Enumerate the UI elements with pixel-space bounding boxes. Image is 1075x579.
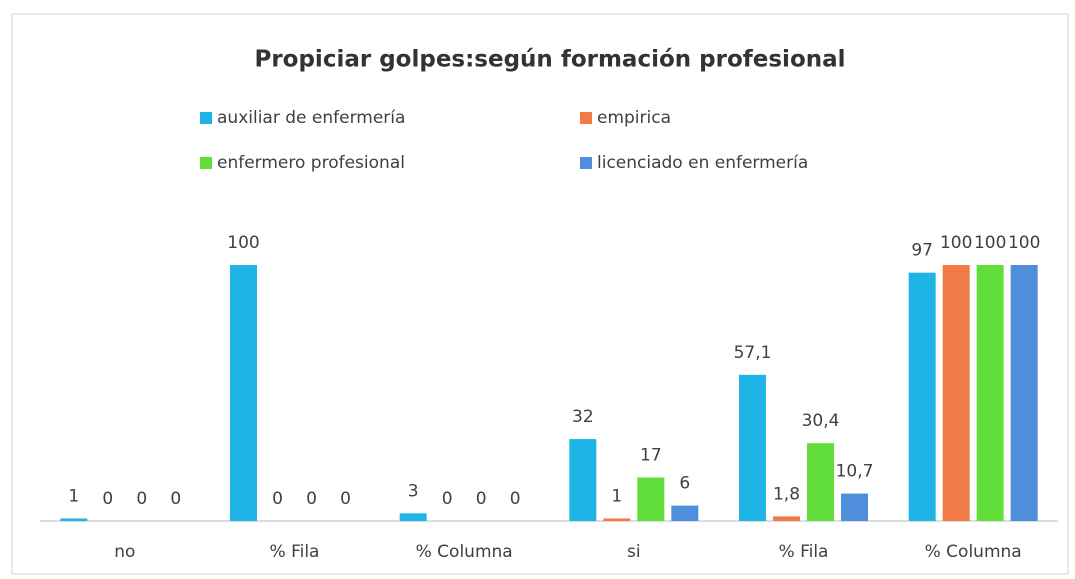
- data-label: 0: [272, 489, 283, 509]
- data-label: 100: [940, 233, 972, 253]
- data-label: 57,1: [734, 343, 772, 363]
- x-tick-label: si: [627, 542, 641, 562]
- x-tick-label: % Columna: [416, 542, 513, 562]
- data-label: 0: [340, 489, 351, 509]
- bar: [569, 439, 597, 521]
- x-tick-label: no: [114, 542, 135, 562]
- data-label: 10,7: [836, 462, 874, 482]
- bar: [60, 518, 88, 521]
- data-label: 1: [611, 486, 622, 506]
- legend-swatch: [200, 112, 212, 124]
- data-label: 100: [227, 233, 259, 253]
- data-label: 100: [1008, 233, 1040, 253]
- bar: [773, 516, 800, 521]
- bar: [976, 265, 1004, 521]
- bar: [603, 518, 631, 521]
- bar: [1010, 265, 1038, 521]
- data-label: 0: [136, 489, 147, 509]
- data-label: 1: [68, 486, 79, 506]
- x-tick-label: % Fila: [270, 542, 320, 562]
- chart-border: [11, 13, 1069, 575]
- bar: [942, 265, 970, 521]
- data-label: 6: [679, 474, 690, 494]
- bar: [230, 265, 257, 521]
- legend-swatch: [580, 112, 592, 124]
- data-label: 17: [640, 445, 662, 465]
- data-label: 0: [170, 489, 181, 509]
- data-label: 97: [911, 241, 933, 261]
- legend-label: licenciado en enfermería: [597, 153, 808, 173]
- legend-label: auxiliar de enfermería: [217, 108, 405, 128]
- legend-label: enfermero profesional: [217, 153, 405, 173]
- data-label: 100: [974, 233, 1006, 253]
- data-label: 30,4: [802, 411, 840, 431]
- bar: [908, 272, 936, 521]
- data-label: 0: [476, 489, 487, 509]
- bar: [807, 443, 834, 521]
- legend-swatch: [580, 157, 592, 169]
- data-label: 0: [510, 489, 521, 509]
- data-label: 32: [572, 407, 594, 427]
- bar: [637, 477, 665, 521]
- data-label: 3: [408, 481, 419, 501]
- bar: [399, 513, 427, 521]
- data-label: 0: [306, 489, 317, 509]
- data-label: 0: [442, 489, 453, 509]
- chart-title: Propiciar golpes:según formación profesi…: [254, 47, 845, 73]
- x-tick-label: % Fila: [779, 542, 829, 562]
- legend-label: empirica: [597, 108, 671, 128]
- data-label: 1,8: [773, 484, 800, 504]
- data-label: 0: [102, 489, 113, 509]
- bar: [841, 493, 868, 521]
- bar: [739, 374, 766, 521]
- x-tick-label: % Columna: [925, 542, 1022, 562]
- legend-swatch: [200, 157, 212, 169]
- bar: [671, 505, 699, 521]
